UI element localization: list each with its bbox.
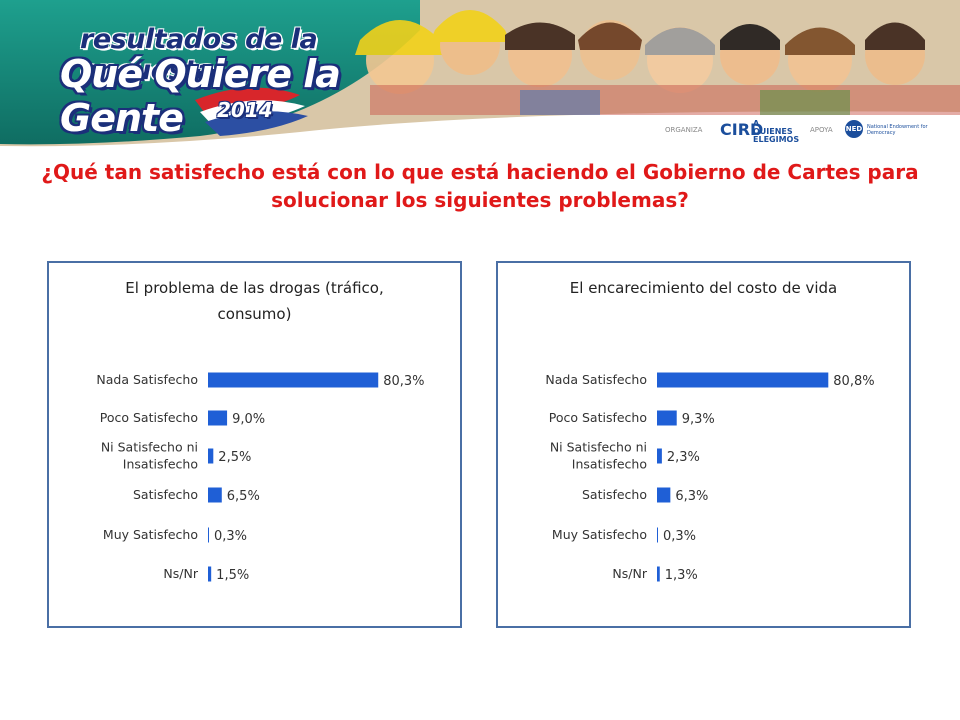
category-label: Nada Satisfecho (96, 372, 198, 387)
sponsor-strip: ORGANIZA CIRD A QUIENES ELEGIMOS APOYA N… (660, 118, 950, 146)
category-label: Nada Satisfecho (545, 372, 647, 387)
a-quienes-elegimos-logo: A QUIENES ELEGIMOS (753, 119, 800, 144)
category-label: Ni Satisfecho ni (550, 440, 647, 455)
cird-logo: CIRD (720, 120, 764, 139)
category-label: Muy Satisfecho (103, 527, 198, 542)
bar (208, 527, 209, 543)
value-label: 1,5% (216, 568, 249, 583)
ned-fullname: National Endowment for Democracy (867, 124, 928, 136)
apoya-label: APOYA (810, 126, 833, 134)
value-label: 1,3% (665, 568, 698, 583)
category-label: Muy Satisfecho (552, 527, 647, 542)
bar (208, 372, 379, 388)
value-label: 9,3% (682, 412, 715, 427)
category-label: Ni Satisfecho ni (101, 440, 198, 455)
chart-panel-drugs: El problema de las drogas (tráfico, cons… (47, 261, 462, 628)
logo-year: 2014 (217, 98, 273, 122)
category-label: Insatisfecho (123, 457, 198, 472)
value-label: 9,0% (232, 412, 265, 427)
survey-logo: resultados de la encuesta Qué Quiere la … (52, 10, 382, 140)
category-label: Ns/Nr (612, 566, 647, 581)
chart-title: El encarecimiento del costo de vida (569, 279, 838, 297)
organiza-label: ORGANIZA (665, 126, 703, 134)
logo-subtitle: resultados de la encuesta (80, 24, 318, 86)
survey-question: ¿Qué tan satisfecho está con lo que está… (41, 160, 919, 212)
chart-title: El problema de las drogas (tráfico, cons… (125, 279, 384, 323)
bar (208, 448, 214, 464)
header-banner: resultados de la encuesta Qué Quiere la … (0, 0, 960, 150)
value-label: 2,5% (218, 450, 251, 465)
value-label: 80,8% (833, 374, 874, 389)
bar (657, 566, 660, 582)
value-label: 6,3% (675, 489, 708, 504)
bar-chart-drugs: Nada Satisfecho 80,3% Poco Satisfecho 9,0% N… (96, 372, 424, 583)
bar (657, 527, 658, 543)
category-label: Satisfecho (133, 487, 198, 502)
bar (208, 566, 212, 582)
category-label: Insatisfecho (572, 457, 647, 472)
chart-panel-cost-of-living: El encarecimiento del costo de vida Nada… (496, 261, 911, 628)
bar (657, 410, 677, 426)
category-label: Poco Satisfecho (549, 410, 647, 425)
bar (657, 487, 671, 503)
bar (657, 448, 662, 464)
category-label: Satisfecho (582, 487, 647, 502)
bar (208, 487, 222, 503)
category-label: Poco Satisfecho (100, 410, 198, 425)
value-label: 0,3% (663, 529, 696, 544)
bar (208, 410, 228, 426)
bar (657, 372, 829, 388)
ned-logo: NED (845, 120, 863, 138)
bar-chart-cost-of-living: Nada Satisfecho 80,8% Poco Satisfecho 9,3% N… (545, 372, 874, 583)
value-label: 2,3% (667, 450, 700, 465)
logo-title: Qué Quiere la Gente (60, 52, 341, 140)
category-label: Ns/Nr (163, 566, 198, 581)
value-label: 80,3% (383, 374, 424, 389)
value-label: 6,5% (227, 489, 260, 504)
banner-background (0, 0, 960, 147)
value-label: 0,3% (214, 529, 247, 544)
